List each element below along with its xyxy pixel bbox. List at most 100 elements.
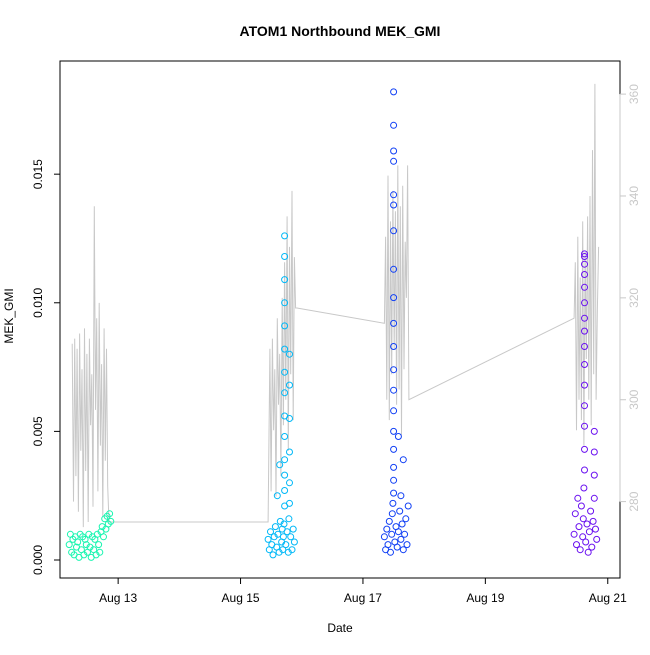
data-point — [390, 463, 398, 471]
data-point — [580, 484, 588, 492]
y-tick-label: 0.000 — [31, 545, 45, 575]
data-point — [590, 471, 598, 479]
data-point — [380, 533, 388, 541]
secondary-series-line — [71, 83, 600, 528]
data-point — [399, 456, 407, 464]
data-point — [399, 546, 407, 554]
y-tick-label: 0.010 — [31, 287, 45, 317]
x-tick-label: Aug 19 — [466, 591, 504, 605]
data-point — [401, 530, 409, 538]
data-point — [577, 502, 585, 510]
data-point — [581, 260, 588, 268]
data-point — [583, 520, 591, 528]
data-point — [585, 528, 593, 536]
x-axis: Aug 13 Aug 15 Aug 17 Aug 19 Aug 21 — [99, 577, 627, 605]
data-point — [281, 456, 289, 464]
data-point — [384, 541, 392, 549]
data-point — [276, 461, 284, 469]
data-point — [95, 541, 103, 549]
data-point — [280, 520, 288, 528]
data-point — [100, 533, 107, 541]
y2-tick-label: 300 — [627, 389, 641, 409]
data-point — [390, 343, 398, 350]
data-point — [396, 507, 404, 515]
data-point — [283, 528, 291, 536]
data-point — [273, 492, 281, 500]
data-point — [581, 445, 588, 453]
data-point — [281, 345, 289, 353]
data-point — [590, 494, 598, 502]
data-point — [581, 250, 588, 258]
data-point — [403, 541, 411, 549]
points-layer — [65, 88, 601, 561]
data-point — [290, 538, 298, 546]
chart-title: ATOM1 Northbound MEK_GMI — [240, 23, 441, 39]
data-point — [389, 499, 397, 507]
data-point — [397, 535, 405, 543]
data-point — [281, 433, 289, 440]
data-point — [281, 487, 289, 494]
x-tick-label: Aug 13 — [99, 591, 137, 605]
data-point — [388, 530, 396, 538]
data-point — [571, 510, 579, 518]
y2-tick-label: 280 — [627, 491, 641, 511]
secondary-y-axis: 280 300 320 340 360 — [619, 84, 641, 512]
y-tick-label: 0.005 — [31, 416, 45, 446]
data-point — [287, 533, 295, 541]
data-point — [393, 543, 401, 551]
data-point — [402, 515, 410, 523]
secondary-line-layer — [71, 83, 600, 528]
data-point — [579, 515, 587, 523]
data-point — [590, 448, 598, 456]
data-point — [390, 366, 398, 374]
data-point — [390, 191, 398, 199]
data-point — [581, 299, 588, 307]
data-point — [383, 525, 391, 533]
data-point — [271, 523, 279, 531]
data-point — [390, 147, 398, 155]
data-point — [385, 517, 393, 525]
data-point — [581, 402, 588, 410]
data-point — [573, 541, 580, 549]
data-point — [398, 520, 406, 528]
data-point — [390, 265, 398, 273]
data-point — [390, 227, 398, 235]
x-tick-label: Aug 21 — [589, 591, 627, 605]
data-point — [274, 530, 282, 538]
data-point — [581, 381, 588, 389]
data-point — [281, 368, 289, 376]
data-point — [576, 546, 584, 554]
y-axis: 0.000 0.005 0.010 0.015 — [31, 159, 61, 575]
data-point — [286, 479, 293, 487]
data-point — [390, 476, 398, 484]
data-point — [397, 492, 405, 500]
data-point — [390, 88, 398, 96]
data-point — [74, 538, 82, 546]
data-point — [394, 433, 402, 440]
data-point — [267, 528, 274, 536]
data-point — [584, 548, 592, 556]
data-point — [581, 466, 588, 474]
data-point — [279, 546, 287, 554]
data-point — [582, 538, 590, 546]
y2-tick-label: 320 — [627, 288, 641, 308]
data-point — [286, 499, 293, 507]
data-point — [281, 299, 289, 307]
data-point — [286, 448, 293, 456]
data-point — [281, 253, 289, 260]
data-point — [390, 157, 398, 165]
data-point — [65, 541, 73, 549]
data-point — [390, 319, 398, 327]
x-tick-label: Aug 17 — [344, 591, 382, 605]
data-point — [593, 535, 601, 543]
data-point — [106, 510, 114, 518]
data-point — [589, 517, 597, 525]
y2-tick-label: 340 — [627, 186, 641, 206]
y2-tick-label: 360 — [627, 84, 641, 104]
y-tick-label: 0.015 — [31, 159, 45, 189]
data-point — [581, 253, 588, 260]
data-point — [592, 525, 599, 533]
data-point — [404, 502, 412, 510]
